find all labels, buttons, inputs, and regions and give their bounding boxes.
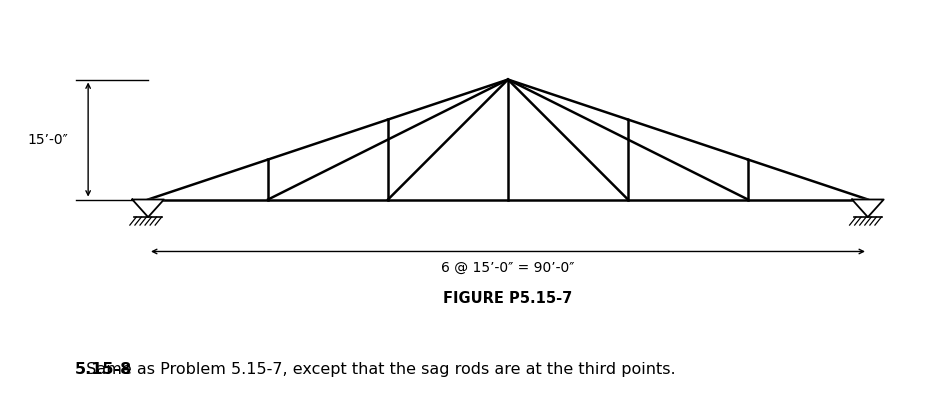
Text: 6 @ 15’-0″ = 90’-0″: 6 @ 15’-0″ = 90’-0″ <box>441 261 575 275</box>
Polygon shape <box>132 200 164 217</box>
Text: FIGURE P5.15-7: FIGURE P5.15-7 <box>444 291 573 306</box>
Polygon shape <box>852 200 884 217</box>
Text: 15’-0″: 15’-0″ <box>27 132 68 146</box>
Text: Same as Problem 5.15-7, except that the sag rods are at the third points.: Same as Problem 5.15-7, except that the … <box>76 362 676 377</box>
Text: 5.15-8: 5.15-8 <box>75 362 132 377</box>
